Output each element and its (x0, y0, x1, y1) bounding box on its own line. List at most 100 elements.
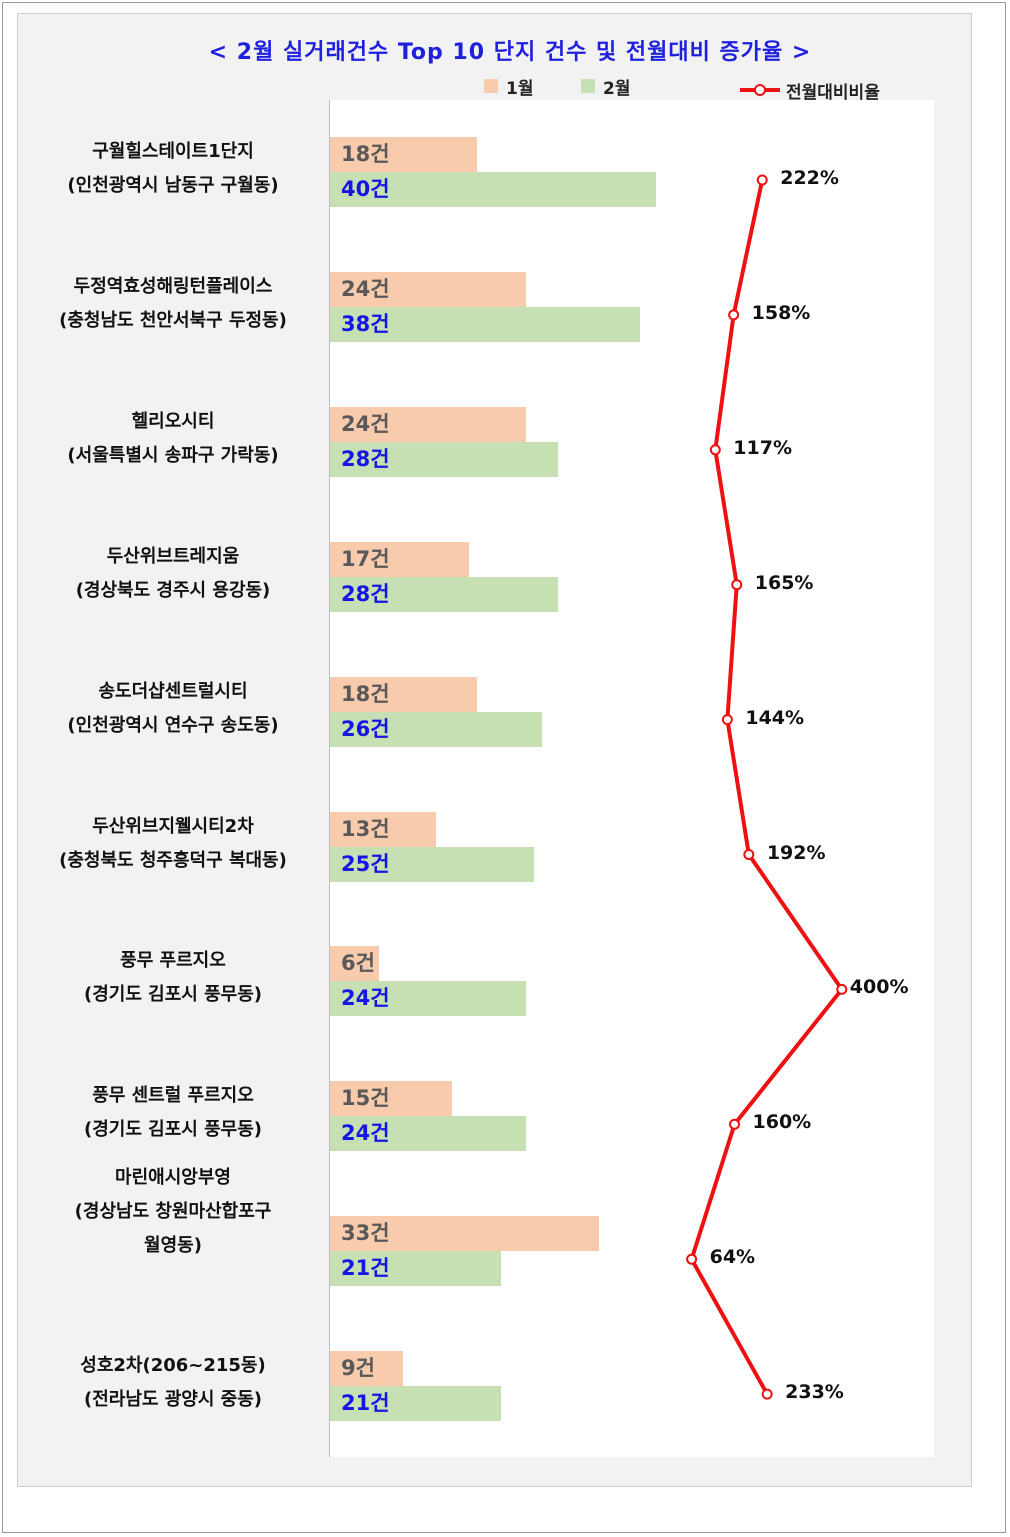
data-label-ratio: 233% (785, 1381, 844, 1404)
bar-jan (330, 676, 477, 712)
category-location: (인천광역시 남동구 구월동) (67, 175, 279, 196)
category-location: (경기도 김포시 풍무동) (83, 984, 263, 1006)
ratio-point (731, 579, 743, 591)
category-axis-line (329, 100, 330, 1457)
legend-label-jan: 1월 (506, 78, 534, 99)
category-location: (경상북도 경주시 용강동) (75, 579, 271, 601)
data-label-jan: 18건 (341, 142, 390, 166)
category-name: 헬리오시티 (131, 410, 215, 432)
category-name: 두산위브트레지움 (106, 545, 240, 567)
data-label-ratio: 144% (745, 706, 805, 729)
data-label-feb: 38건 (341, 311, 390, 336)
category-label: 헬리오시티 (서울특별시 송파구 가락동) (30, 405, 316, 473)
bar-jan (330, 271, 526, 307)
legend-label-ratio: 전월대비비율 (786, 82, 880, 103)
category-name: 풍무 푸르지오 (120, 950, 226, 972)
bar-jan (330, 137, 477, 172)
data-label-ratio: 192% (766, 841, 826, 864)
data-label-feb: 26건 (341, 716, 390, 741)
category-label: 두산위브트레지움 (경상북도 경주시 용강동) (30, 540, 316, 608)
bar-jan (330, 811, 436, 847)
data-label-jan: 33건 (341, 1221, 390, 1246)
bar-feb (330, 846, 534, 882)
bar-jan (330, 1351, 404, 1387)
bar-feb (330, 711, 542, 747)
ratio-point (709, 444, 721, 456)
data-label-jan: 15건 (341, 1086, 390, 1111)
data-label-ratio: 165% (754, 571, 814, 594)
category-location: (경기도 김포시 풍무동) (83, 1119, 263, 1141)
data-label-feb: 21건 (341, 1391, 390, 1416)
ratio-point (836, 983, 848, 995)
data-label-feb: 40건 (341, 177, 390, 201)
category-label: 송도더샵센트럴시티 (인천광역시 연수구 송도동) (30, 675, 316, 743)
data-label-jan: 13건 (341, 816, 390, 841)
category-label: 성호2차(206~215동) (전라남도 광양시 중동) (30, 1349, 316, 1417)
legend-marker-ratio (754, 84, 766, 96)
bar-feb (330, 1116, 526, 1152)
data-label-ratio: 158% (751, 301, 811, 324)
category-label: 풍무 센트럴 푸르지오 (경기도 김포시 풍무동) (30, 1079, 316, 1147)
ratio-point (728, 309, 740, 321)
bar-feb (330, 981, 526, 1017)
data-label-jan: 6건 (341, 951, 375, 976)
data-label-jan: 9건 (341, 1356, 375, 1381)
bar-jan (330, 1216, 599, 1252)
ratio-point (761, 1388, 773, 1400)
category-name: 두정역효성해링턴플레이스 (73, 275, 273, 297)
bar-feb (330, 1386, 502, 1422)
category-label: 두산위브지웰시티2차 (충청북도 청주흥덕구 복대동) (30, 810, 316, 878)
category-name: 구월힐스테이트1단지 (92, 141, 254, 162)
category-location: (충청남도 천안서북구 두정동) (59, 309, 287, 331)
category-name: 마린애시앙부영 (115, 1167, 231, 1189)
ratio-point (729, 1118, 741, 1130)
bar-feb (330, 441, 559, 477)
data-label-ratio: 400% (849, 976, 909, 999)
category-name: 풍무 센트럴 푸르지오 (92, 1085, 254, 1107)
bar-feb (330, 1251, 502, 1287)
category-name: 송도더샵센트럴시티 (98, 680, 248, 702)
legend-swatch-feb (581, 79, 595, 93)
chart-title: < 2월 실거래건수 Top 10 단지 건수 및 전월대비 증가율 > (208, 40, 812, 65)
bar-jan (330, 541, 469, 577)
bar-feb (330, 172, 656, 207)
ratio-point (721, 714, 733, 726)
data-label-jan: 18건 (341, 681, 390, 706)
ratio-point (686, 1253, 698, 1265)
legend-label-feb: 2월 (603, 78, 631, 99)
bar-jan (330, 406, 526, 442)
data-label-ratio: 160% (752, 1111, 812, 1134)
ratio-point (743, 849, 755, 860)
category-location: (서울특별시 송파구 가락동) (67, 444, 279, 466)
data-label-jan: 24건 (341, 276, 390, 301)
category-location: (인천광역시 연수구 송도동) (67, 714, 279, 736)
data-label-ratio: 222% (780, 167, 839, 189)
data-label-jan: 17건 (341, 546, 390, 571)
category-location: (충청북도 청주흥덕구 복대동) (59, 849, 287, 871)
bar-jan (330, 946, 379, 982)
category-label: 두정역효성해링턴플레이스 (충청남도 천안서북구 두정동) (30, 270, 316, 338)
data-label-feb: 24건 (341, 1121, 390, 1146)
legend-item-ratio: 전월대비비율 (786, 78, 880, 103)
bar-feb (330, 576, 559, 612)
category-location: (경상남도 창원마산합포구 (74, 1201, 272, 1223)
legend-item-jan: 1월 (484, 74, 534, 99)
legend-item-feb: 2월 (581, 74, 631, 99)
data-label-ratio: 117% (733, 436, 792, 459)
category-location: 월영동) (144, 1235, 202, 1257)
data-label-feb: 21건 (341, 1256, 390, 1281)
ratio-series-line (689, 179, 844, 1396)
data-label-jan: 24건 (341, 411, 390, 436)
data-label-feb: 28건 (341, 581, 390, 606)
category-label: 구월힐스테이트1단지 (인천광역시 남동구 구월동) (30, 135, 316, 203)
category-name: 두산위브지웰시티2차 (92, 815, 254, 837)
category-name: 성호2차(206~215동) (80, 1355, 266, 1377)
ratio-point (756, 174, 768, 186)
data-label-feb: 25건 (341, 851, 390, 876)
bar-feb (330, 306, 640, 342)
category-location: (전라남도 광양시 중동) (83, 1389, 263, 1411)
data-label-feb: 28건 (341, 446, 390, 471)
bar-jan (330, 1081, 453, 1117)
